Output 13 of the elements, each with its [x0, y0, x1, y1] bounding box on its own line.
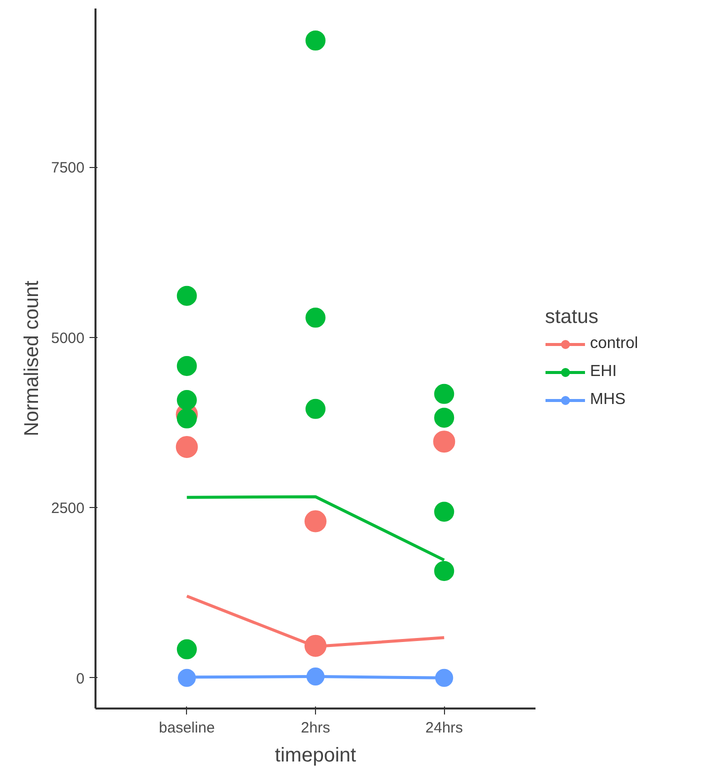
legend-label: EHI [590, 363, 617, 381]
legend-label: control [590, 335, 638, 353]
y-axis-title: Normalised count [21, 280, 44, 436]
y-tick-label: 7500 [51, 160, 85, 177]
y-tick-label: 0 [76, 670, 84, 688]
legend-label: MHS [590, 391, 626, 409]
y-tick-label: 2500 [51, 500, 85, 518]
x-tick-label: 24hrs [425, 720, 463, 736]
y-tick-label: 5000 [51, 330, 85, 347]
x-axis-title: timepoint [274, 744, 357, 766]
legend-title: status [545, 306, 600, 329]
x-tick-label: baseline [158, 720, 215, 736]
x-tick-label: 2hrs [300, 720, 330, 736]
